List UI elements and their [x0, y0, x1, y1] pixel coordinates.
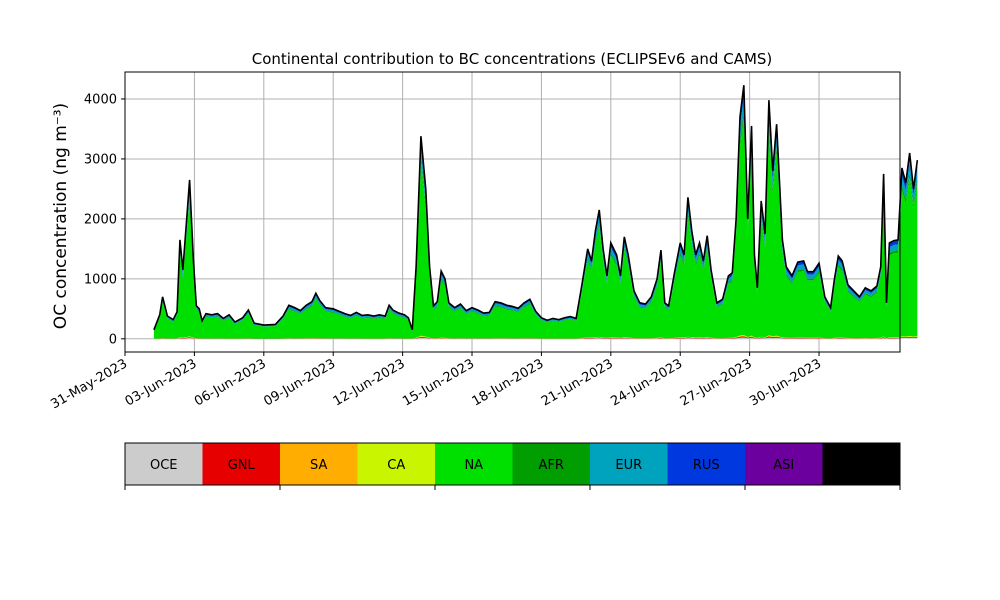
legend-swatch-gnl: [202, 443, 281, 485]
x-tick-label: 12-Jun-2023: [331, 356, 408, 409]
legend-label-asi: ASI: [773, 458, 794, 473]
legend-label-gnl: GNL: [228, 458, 256, 473]
legend-label-eur: EUR: [615, 458, 642, 473]
chart-title: Continental contribution to BC concentra…: [252, 50, 773, 68]
stacked-areas: [153, 85, 919, 339]
legend-swatch-rus: [667, 443, 746, 485]
x-tick-label: 21-Jun-2023: [539, 356, 616, 409]
x-tick-label: 27-Jun-2023: [678, 356, 755, 409]
y-tick-label: 4000: [84, 92, 117, 107]
legend: OCE GNL SA CA NA AFR EUR RUS ASI AUS: [124, 442, 901, 490]
y-tick-label: 1000: [84, 272, 117, 287]
legend-swatch-asi: [745, 443, 823, 485]
x-tick-label: 09-Jun-2023: [261, 356, 338, 409]
legend-swatch-afr: [512, 443, 591, 485]
legend-swatch-oce: [125, 443, 203, 485]
x-tick-label: 30-Jun-2023: [747, 356, 824, 409]
y-tick-label: 3000: [84, 152, 117, 167]
legend-swatch-sa: [280, 443, 358, 485]
total-line: [153, 85, 919, 331]
legend-frame: [124, 442, 901, 486]
legend-swatch-ca: [357, 443, 436, 485]
plot-frame: [124, 71, 901, 353]
legend-label-oce: OCE: [150, 458, 178, 473]
legend-swatch-aus: [822, 443, 901, 485]
x-tick-label: 15-Jun-2023: [400, 356, 477, 409]
legend-label-sa: SA: [310, 458, 327, 473]
legend-label-ca: CA: [387, 458, 405, 473]
x-tick-label: 18-Jun-2023: [470, 356, 547, 409]
area-na: [153, 118, 918, 339]
x-tick-label: 31-May-2023: [48, 356, 130, 412]
x-tick-label: 03-Jun-2023: [123, 356, 200, 409]
y-tick-label: 2000: [84, 212, 117, 227]
legend-label-rus: RUS: [693, 458, 720, 473]
x-tick-label: 06-Jun-2023: [192, 356, 269, 409]
area-oce: [153, 337, 918, 339]
x-tick-label: 24-Jun-2023: [608, 356, 685, 409]
legend-label-na: NA: [464, 458, 483, 473]
legend-label-afr: AFR: [539, 458, 564, 473]
y-axis-label: OC concentration (ng m⁻³): [51, 103, 71, 329]
legend-label-aus: AUS: [848, 458, 875, 473]
y-tick-label: 0: [109, 332, 117, 347]
legend-swatch-na: [435, 443, 513, 485]
legend-swatch-eur: [590, 443, 668, 485]
